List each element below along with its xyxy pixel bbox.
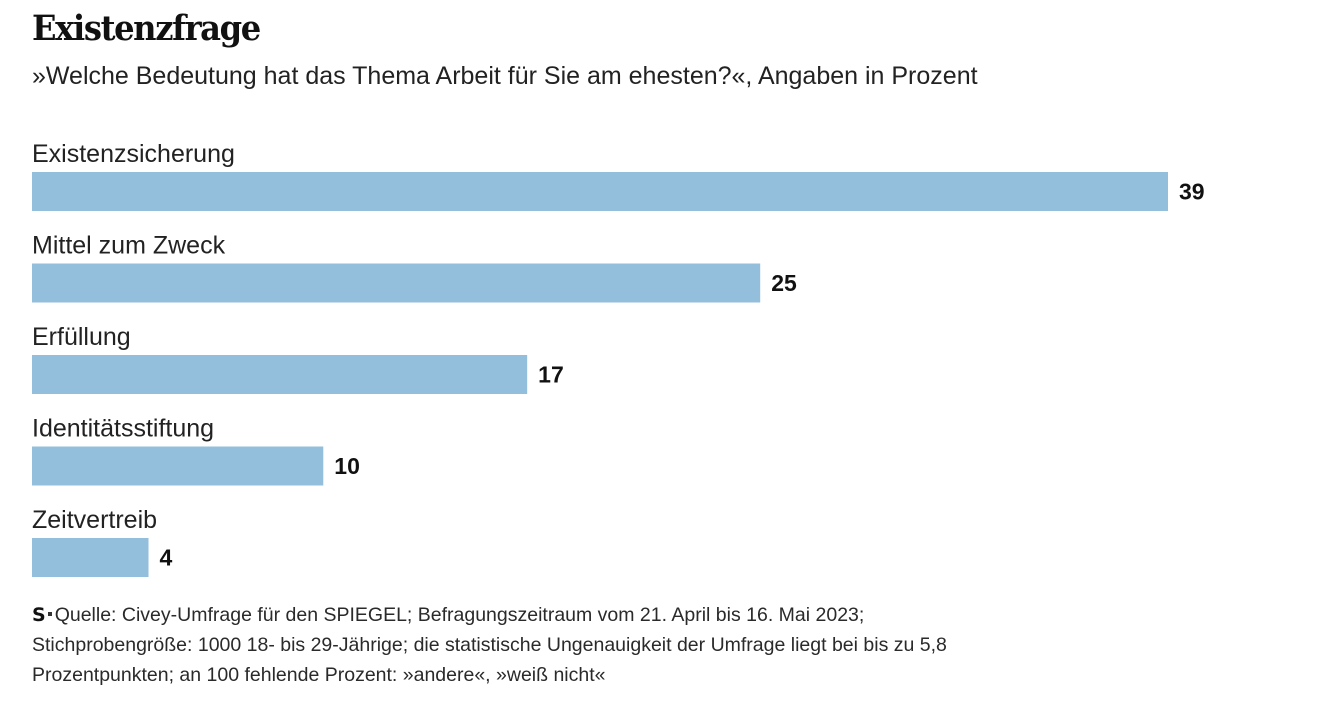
source-text-1: Quelle: Civey-Umfrage für den SPIEGEL; B… [54, 604, 865, 626]
category-label-identitatsstiftung: Identitätsstiftung [32, 415, 214, 443]
value-label-identitatsstiftung: 10 [334, 453, 360, 479]
value-label-mittel-zum-zweck: 25 [771, 270, 797, 296]
bar-erfullung [32, 355, 528, 394]
category-label-erfullung: Erfüllung [32, 323, 131, 351]
bar-identitatsstiftung [32, 446, 324, 486]
source-line-3: Prozentpunkten; an 100 fehlende Prozent:… [32, 664, 606, 686]
source-line-1: S Quelle: Civey-Umfrage für den SPIEGEL; … [32, 600, 1302, 630]
bar-zeitvertreib [32, 538, 149, 577]
value-label-zeitvertreib: 4 [160, 545, 173, 571]
value-label-erfullung: 17 [538, 362, 564, 388]
bar-mittel-zum-zweck [32, 263, 761, 303]
source-line-2: Stichprobengröße: 1000 18- bis 29-Jährig… [32, 634, 947, 656]
bar-existenzsicherung [32, 172, 1168, 211]
bar-chart: Existenzsicherung 39 Mittel zum Zweck 25 Erf… [32, 140, 1205, 577]
spiegel-logo-icon: S [32, 604, 46, 626]
chart-subtitle: »Welche Bedeutung hat das Thema Arbeit f… [32, 62, 978, 90]
chart-title: Existenzfrage [32, 8, 261, 49]
category-label-zeitvertreib: Zeitvertreib [32, 506, 157, 534]
category-label-existenzsicherung: Existenzsicherung [32, 140, 235, 168]
source-note: S Quelle: Civey-Umfrage für den SPIEGEL; … [32, 600, 1302, 690]
category-label-mittel-zum-zweck: Mittel zum Zweck [32, 232, 226, 260]
separator-dot [47, 612, 52, 617]
value-label-existenzsicherung: 39 [1179, 179, 1205, 205]
